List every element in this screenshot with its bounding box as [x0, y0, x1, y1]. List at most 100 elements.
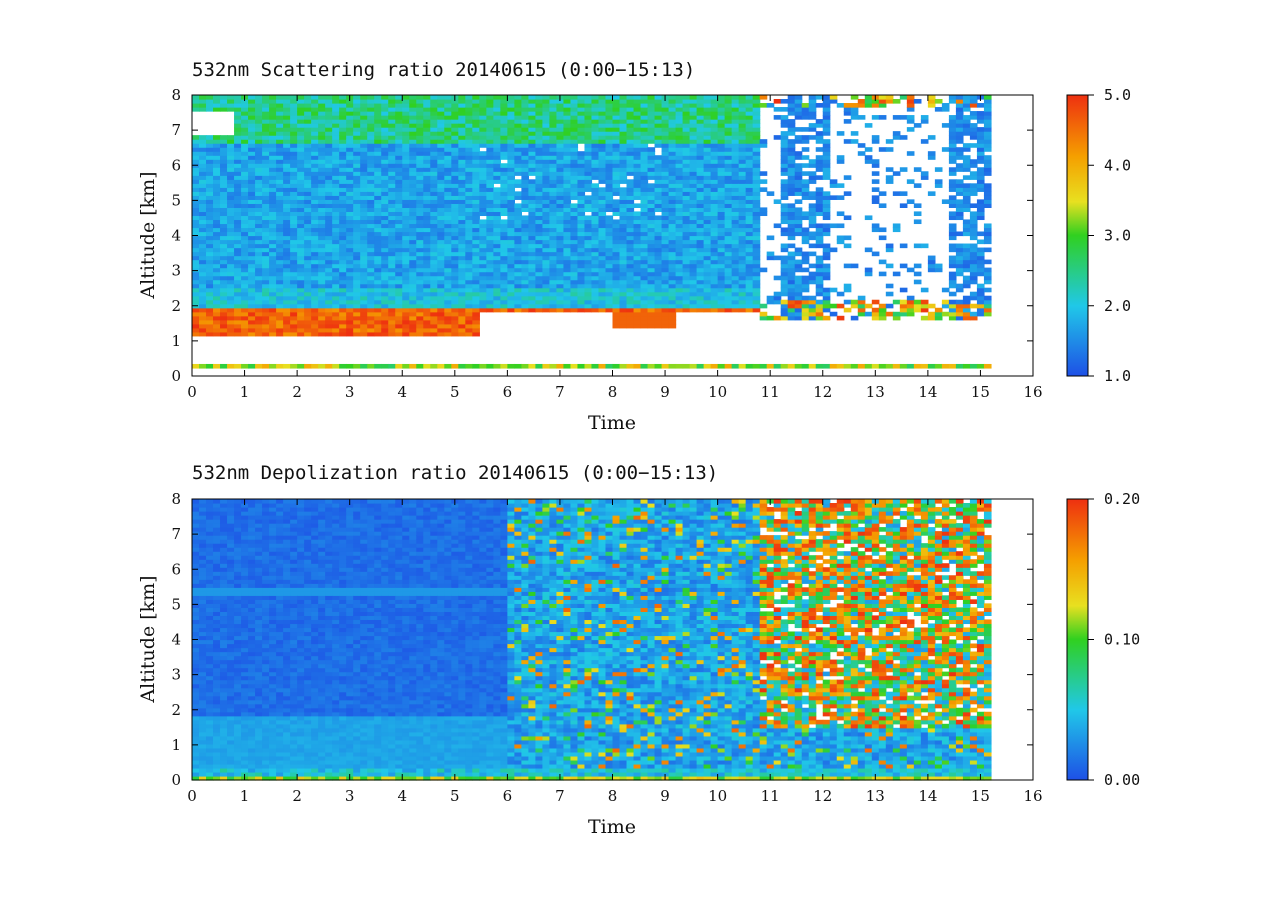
heatmap-cell — [752, 191, 761, 196]
heatmap-cell — [269, 143, 277, 148]
heatmap-cell — [374, 263, 382, 269]
heatmap-cell — [584, 103, 593, 108]
heatmap-cell — [738, 171, 747, 176]
heatmap-cell — [528, 167, 537, 172]
heatmap-cell — [647, 251, 656, 257]
heatmap-cell — [500, 167, 508, 172]
heatmap-cell — [801, 187, 810, 192]
heatmap-cell — [591, 135, 600, 140]
heatmap-cell — [374, 127, 382, 132]
heatmap-cell — [416, 219, 424, 225]
heatmap-cell — [360, 135, 368, 140]
heatmap-cell — [549, 139, 558, 144]
heatmap-cell — [577, 151, 586, 156]
heatmap-cell — [759, 171, 768, 176]
heatmap-cell — [507, 215, 515, 221]
heatmap-cell — [710, 191, 719, 196]
heatmap-cell — [752, 107, 761, 112]
heatmap-cell — [465, 179, 473, 184]
heatmap-cell — [591, 115, 600, 120]
heatmap-cell — [661, 303, 670, 309]
heatmap-cell — [227, 171, 235, 176]
heatmap-cell — [759, 139, 768, 144]
heatmap-cell — [360, 223, 368, 229]
heatmap-cell — [283, 363, 291, 369]
heatmap-cell — [661, 99, 670, 104]
heatmap-cell — [248, 307, 256, 313]
heatmap-cell — [570, 239, 579, 245]
heatmap-cell — [808, 195, 817, 200]
heatmap-cell — [745, 99, 754, 104]
heatmap-cell — [542, 103, 551, 108]
heatmap-cell — [388, 111, 396, 116]
heatmap-cell — [724, 251, 733, 257]
heatmap-cell — [311, 331, 319, 337]
heatmap-cell — [479, 303, 487, 309]
heatmap-cell — [619, 111, 628, 116]
heatmap-cell — [682, 123, 691, 128]
heatmap-cell — [395, 131, 403, 136]
heatmap-cell — [619, 323, 628, 329]
heatmap-cell — [703, 307, 712, 313]
heatmap-cell — [640, 295, 649, 301]
heatmap-cell — [437, 155, 445, 160]
heatmap-cell — [437, 247, 445, 253]
heatmap-cell — [283, 291, 291, 297]
heatmap-cell — [318, 151, 326, 156]
heatmap-cell — [227, 143, 235, 148]
heatmap-cell — [563, 283, 572, 289]
heatmap-cell — [283, 211, 291, 217]
heatmap-cell — [360, 271, 368, 277]
heatmap-cell — [472, 247, 480, 253]
heatmap-cell — [269, 255, 277, 261]
heatmap-cell — [423, 191, 431, 196]
heatmap-cell — [269, 331, 277, 337]
heatmap-cell — [241, 283, 249, 289]
heatmap-cell — [689, 159, 698, 164]
heatmap-cell — [220, 171, 228, 176]
heatmap-cell — [556, 103, 565, 108]
heatmap-cell — [325, 263, 333, 269]
heatmap-cell — [262, 119, 270, 124]
heatmap-cell — [262, 103, 270, 108]
heatmap-cell — [423, 195, 431, 200]
heatmap-cell — [451, 107, 459, 112]
heatmap-cell — [570, 191, 579, 196]
heatmap-cell — [493, 291, 501, 297]
heatmap-cell — [192, 363, 200, 369]
heatmap-cell — [227, 219, 235, 225]
heatmap-cell — [780, 275, 789, 281]
heatmap-cell — [703, 151, 712, 156]
heatmap-cell — [381, 167, 389, 172]
heatmap-cell — [402, 147, 410, 152]
heatmap-cell — [388, 167, 396, 172]
heatmap-cell — [227, 203, 235, 208]
heatmap-cell — [584, 263, 593, 269]
heatmap-cell — [815, 243, 824, 249]
heatmap-cell — [402, 127, 410, 132]
heatmap-cell — [717, 291, 726, 297]
heatmap-cell — [808, 127, 817, 132]
heatmap-cell — [290, 263, 298, 269]
heatmap-cell — [507, 123, 515, 128]
heatmap-cell — [507, 271, 515, 277]
heatmap-cell — [801, 259, 810, 265]
heatmap-cell — [605, 139, 614, 144]
heatmap-cell — [311, 171, 319, 176]
heatmap-cell — [577, 171, 586, 176]
heatmap-cell — [577, 211, 586, 217]
heatmap-cell — [444, 319, 452, 325]
heatmap-cell — [206, 263, 214, 269]
heatmap-cell — [612, 95, 621, 100]
heatmap-cell — [234, 363, 242, 369]
heatmap-cell — [234, 95, 242, 100]
heatmap-cell — [640, 199, 649, 204]
heatmap-cell — [570, 111, 579, 116]
heatmap-cell — [206, 179, 214, 184]
heatmap-cell — [409, 135, 417, 140]
heatmap-cell — [633, 231, 642, 237]
heatmap-cell — [633, 271, 642, 277]
heatmap-cell — [283, 139, 291, 144]
heatmap-cell — [206, 175, 214, 180]
heatmap-cell — [696, 187, 705, 192]
